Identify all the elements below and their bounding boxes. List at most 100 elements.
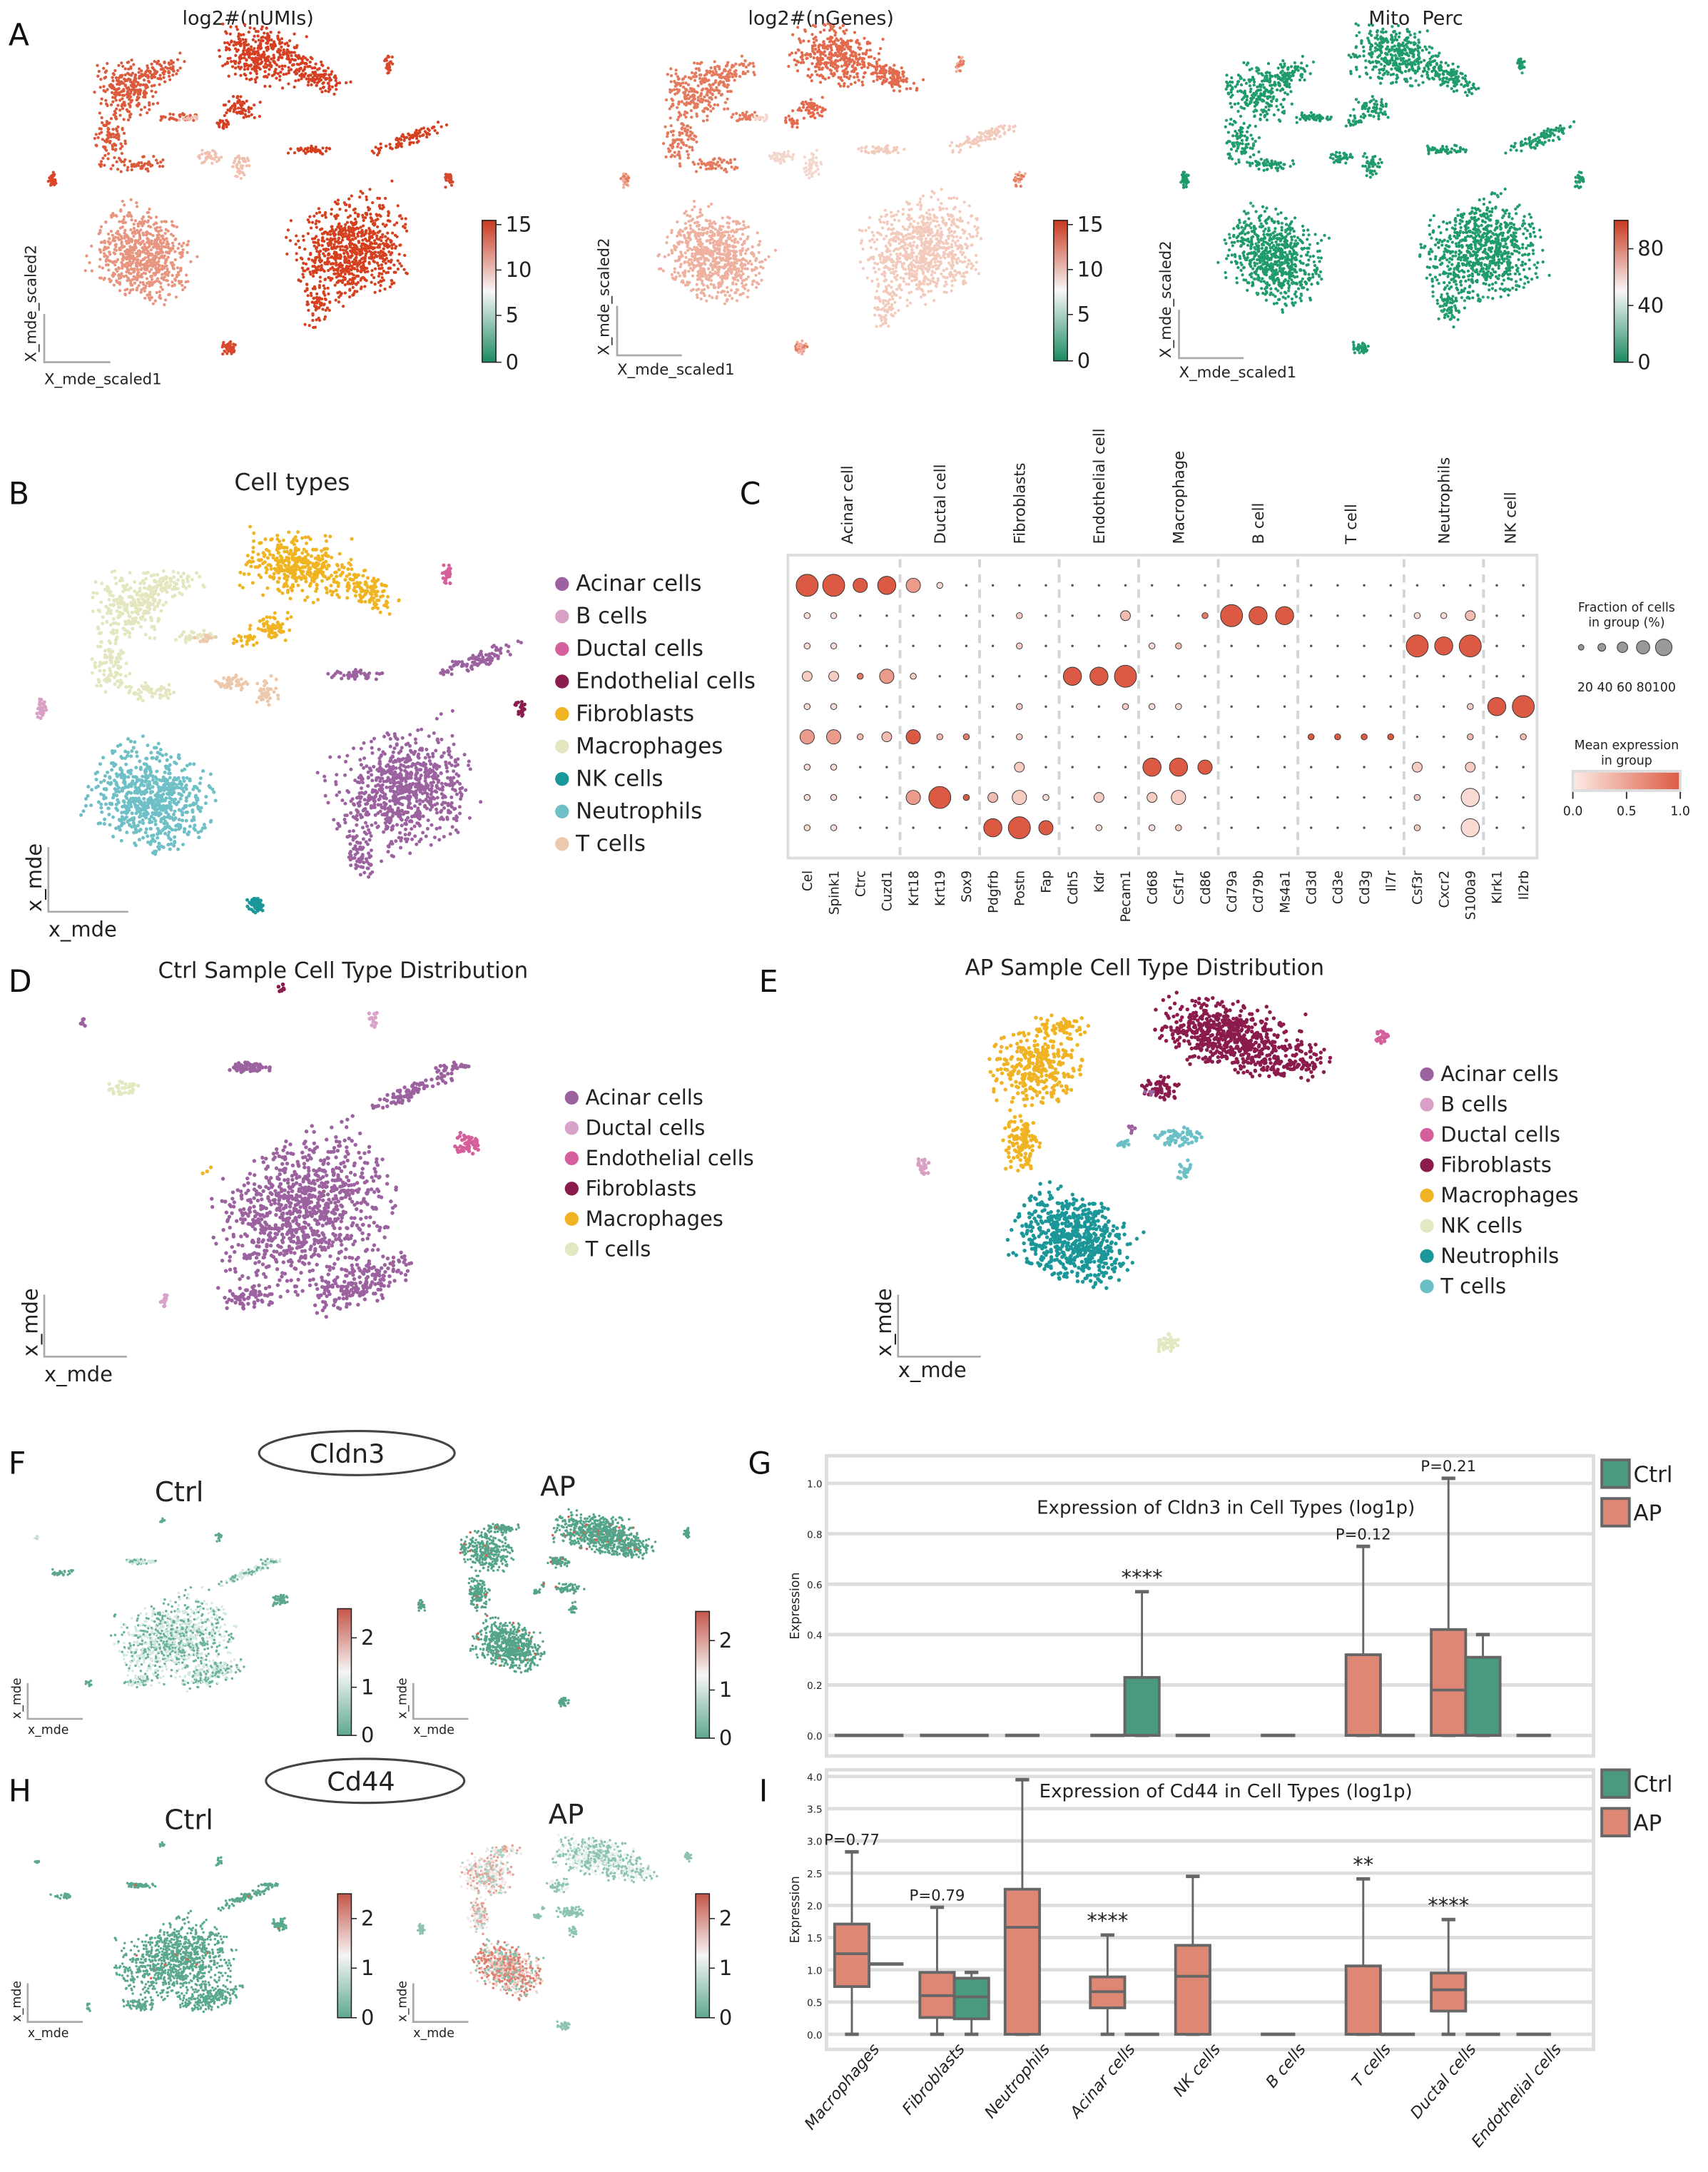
scatter-point	[368, 831, 372, 835]
scatter-point	[153, 628, 157, 631]
scatter-point	[307, 309, 310, 312]
scatter-point	[384, 225, 387, 228]
scatter-point	[352, 208, 355, 211]
scatter-point	[316, 771, 320, 774]
scatter-point	[191, 788, 195, 791]
scatter-point	[129, 686, 133, 689]
scatter-point	[133, 791, 137, 795]
scatter-point	[339, 245, 342, 248]
scatter-point	[120, 160, 123, 163]
scatter-point	[138, 814, 142, 818]
scatter-point	[108, 84, 111, 87]
scatter-point	[139, 691, 143, 694]
scatter-point	[355, 290, 358, 293]
scatter-point	[143, 587, 146, 590]
scatter-point	[429, 843, 433, 847]
scatter-point	[329, 268, 332, 270]
scatter-point	[121, 93, 124, 96]
scatter-point	[307, 303, 310, 305]
scatter-point	[158, 693, 162, 696]
scatter-point	[284, 564, 288, 568]
scatter-point	[141, 821, 145, 825]
scatter-point	[365, 279, 368, 282]
scatter-point	[366, 589, 370, 593]
scatter-point	[126, 168, 128, 171]
scatter-point	[363, 673, 367, 676]
scatter-point	[335, 268, 338, 271]
scatter-point	[320, 61, 322, 64]
scatter-point	[343, 255, 346, 258]
scatter-point	[262, 617, 265, 621]
scatter-point	[331, 86, 334, 88]
scatter-point	[395, 221, 398, 224]
scatter-point	[278, 539, 281, 543]
scatter-point	[138, 91, 141, 93]
scatter-point	[321, 244, 324, 247]
scatter-point	[364, 243, 367, 246]
scatter-point	[307, 65, 310, 68]
scatter-point	[131, 775, 135, 778]
scatter-point	[243, 56, 245, 59]
scatter-point	[161, 165, 164, 168]
scatter-point	[141, 594, 144, 597]
scatter-point	[266, 556, 270, 559]
scatter-point	[322, 248, 325, 250]
scatter-point	[118, 98, 121, 101]
scatter-point	[143, 78, 146, 81]
scatter-point	[190, 578, 194, 582]
scatter-point	[388, 267, 391, 270]
scatter-point	[260, 28, 263, 31]
scatter-point	[293, 551, 297, 554]
scatter-point	[134, 811, 138, 815]
scatter-point	[314, 241, 317, 244]
scatter-point	[118, 157, 121, 160]
scatter-point	[393, 734, 397, 738]
scatter-point	[407, 765, 410, 768]
scatter-point	[271, 48, 274, 51]
scatter-point	[168, 776, 172, 780]
scatter-point	[314, 548, 317, 552]
scatter-point	[380, 671, 384, 675]
scatter-point	[221, 120, 224, 123]
scatter-point	[355, 823, 358, 827]
scatter-point	[97, 136, 100, 139]
scatter-point	[260, 541, 263, 544]
scatter-point	[268, 85, 271, 88]
scatter-point	[358, 800, 362, 803]
scatter-point	[414, 741, 417, 745]
scatter-point	[290, 68, 293, 71]
scatter-point	[143, 162, 146, 165]
scatter-point	[450, 801, 454, 805]
scatter-point	[311, 71, 314, 73]
scatter-point	[243, 68, 246, 71]
scatter-point	[266, 41, 269, 44]
scatter-point	[141, 818, 145, 822]
scatter-point	[357, 669, 361, 673]
scatter-point	[265, 26, 268, 29]
scatter-point	[347, 283, 350, 285]
scatter-point	[365, 764, 368, 768]
scatter-point	[210, 788, 214, 791]
scatter-point	[111, 148, 114, 151]
panel-letter-b: B	[9, 477, 29, 512]
scatter-point	[398, 831, 402, 835]
scatter-point	[323, 255, 326, 258]
scatter-point	[335, 213, 338, 216]
scatter-point	[153, 636, 156, 640]
scatter-point	[104, 605, 108, 609]
scatter-point	[507, 645, 510, 649]
scatter-point	[273, 56, 275, 59]
scatter-point	[103, 588, 107, 592]
scatter-point	[381, 276, 384, 279]
scatter-point	[253, 27, 255, 30]
scatter-point	[282, 53, 285, 56]
scatter-point	[173, 810, 176, 813]
scatter-point	[288, 561, 291, 564]
scatter-point	[108, 669, 112, 672]
scatter-point	[315, 583, 319, 587]
scatter-point	[400, 823, 404, 827]
scatter-point	[163, 70, 166, 73]
scatter-point	[435, 811, 439, 815]
scatter-point	[418, 802, 422, 806]
scatter-point	[96, 64, 98, 67]
